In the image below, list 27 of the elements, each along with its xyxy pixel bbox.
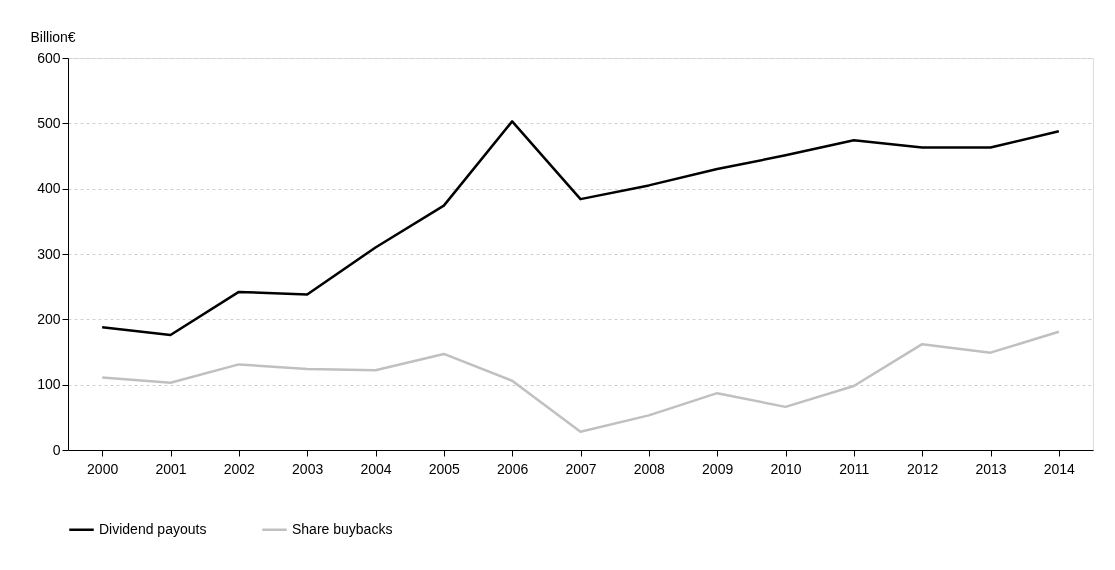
line-series bbox=[100, 120, 1061, 337]
x-tick-label: 2013 bbox=[975, 460, 1007, 477]
y-tick-label: 500 bbox=[37, 114, 61, 131]
x-tick-label: 2004 bbox=[360, 460, 392, 477]
y-tick-label: 200 bbox=[37, 310, 61, 327]
line-series bbox=[100, 330, 1061, 433]
legend-label: Share buybacks bbox=[292, 520, 393, 537]
x-tick-label: 2000 bbox=[87, 460, 119, 477]
x-tick-label: 2007 bbox=[565, 460, 597, 477]
x-tick-label: 2001 bbox=[155, 460, 187, 477]
x-tick-label: 2003 bbox=[292, 460, 324, 477]
x-tick-label: 2012 bbox=[907, 460, 939, 477]
x-tick-label: 2005 bbox=[428, 460, 461, 477]
x-tick-label: 2008 bbox=[633, 460, 666, 477]
y-tick-label: 100 bbox=[37, 376, 61, 393]
x-tick-label: 2011 bbox=[839, 460, 870, 477]
x-tick-label: 2010 bbox=[770, 460, 802, 477]
y-tick-label: 300 bbox=[37, 245, 61, 262]
legend-label: Dividend payouts bbox=[99, 520, 207, 537]
x-tick-label: 2009 bbox=[702, 460, 734, 477]
y-tick-label: 600 bbox=[37, 49, 61, 66]
x-tick-label: 2002 bbox=[223, 460, 256, 477]
y-tick-label: 400 bbox=[37, 180, 61, 197]
x-tick-label: 2006 bbox=[497, 460, 529, 477]
y-axis-title: Billion€ bbox=[30, 28, 76, 45]
y-tick-label: 0 bbox=[52, 441, 61, 458]
x-tick-label: 2014 bbox=[1043, 460, 1076, 477]
